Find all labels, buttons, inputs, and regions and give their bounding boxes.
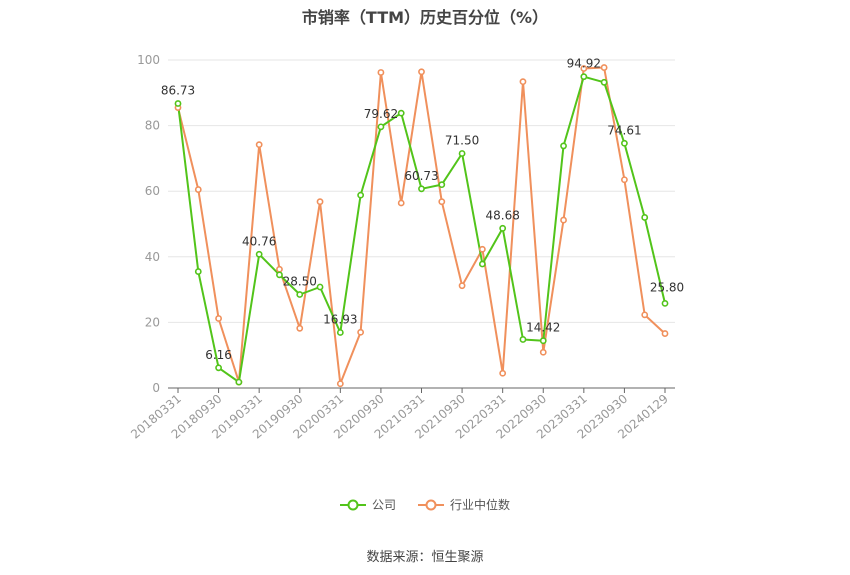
data-label: 60.73 — [404, 169, 438, 183]
company-data-point — [539, 337, 547, 345]
industry-median-data-point — [276, 265, 283, 273]
company-data-point — [397, 109, 405, 117]
data-label: 79.62 — [364, 107, 398, 121]
legend-label: 行业中位数 — [450, 498, 511, 512]
industry-median-data-point — [194, 186, 202, 193]
company-data-point — [418, 185, 425, 193]
industry-median-data-point — [458, 282, 466, 290]
y-tick-label: 100 — [137, 53, 160, 67]
data-label: 16.93 — [323, 312, 357, 326]
data-label: 94.92 — [567, 57, 601, 71]
y-tick-label: 20 — [145, 315, 160, 329]
data-label: 25.80 — [650, 280, 684, 294]
industry-median-data-point — [397, 199, 405, 207]
industry-median-data-point — [580, 65, 588, 72]
company-data-point — [560, 142, 567, 150]
company-data-point — [641, 214, 649, 221]
industry-median-data-point — [641, 311, 649, 319]
company-data-point — [174, 100, 182, 107]
industry-median-data-point — [478, 245, 486, 253]
legend-swatch-icon — [418, 499, 444, 510]
data-label: 14.42 — [526, 321, 560, 335]
company-data-point — [276, 271, 283, 279]
company-data-point — [499, 224, 507, 232]
y-tick-label: 40 — [145, 250, 160, 264]
company-data-point — [621, 139, 628, 147]
company-data-point — [377, 123, 385, 131]
company-data-point — [600, 78, 608, 86]
y-tick-label: 0 — [152, 381, 160, 395]
company-data-point — [336, 329, 344, 336]
industry-median-data-point — [499, 369, 507, 377]
data-label: 40.76 — [242, 234, 276, 248]
industry-median-data-point — [661, 330, 669, 337]
company-data-point — [296, 291, 304, 298]
industry-median-data-point — [560, 216, 567, 224]
y-tick-label: 60 — [145, 184, 160, 198]
legend-label: 公司 — [371, 498, 396, 512]
industry-median-data-point — [296, 324, 304, 332]
company-data-point — [661, 299, 669, 307]
industry-median-data-point — [438, 198, 446, 206]
company-data-point — [194, 268, 202, 275]
data-label: 48.68 — [485, 208, 519, 222]
data-label: 86.73 — [161, 84, 195, 98]
company-data-point — [478, 260, 486, 268]
legend-item-company[interactable]: 公司 — [339, 496, 396, 513]
industry-median-data-point — [418, 68, 425, 76]
company-data-point — [357, 191, 365, 199]
industry-median-data-point — [539, 348, 547, 356]
company-data-point — [316, 283, 324, 291]
industry-median-data-point — [255, 141, 263, 149]
company-data-point — [580, 73, 588, 81]
industry-median-data-point — [215, 315, 222, 322]
company-data-point — [235, 378, 243, 386]
industry-median-data-point — [336, 380, 344, 388]
industry-median-data-point — [377, 69, 385, 76]
company-data-point — [255, 250, 263, 258]
industry-median-series-line — [177, 66, 666, 385]
industry-median-data-point — [621, 176, 628, 184]
legend-item-industry-median[interactable]: 行业中位数 — [418, 496, 510, 513]
data-label: 71.50 — [445, 133, 479, 147]
legend: 公司 行业中位数 — [0, 496, 850, 513]
industry-median-data-point — [519, 78, 527, 86]
chart-title: 市销率（TTM）历史百分位（%） — [301, 8, 549, 27]
y-tick-label: 80 — [145, 119, 160, 133]
industry-median-data-point — [316, 198, 324, 206]
company-data-point — [458, 150, 466, 157]
company-data-point — [215, 364, 222, 372]
data-label: 74.61 — [607, 123, 641, 137]
company-data-point — [519, 336, 527, 343]
legend-swatch-icon — [339, 499, 366, 510]
company-data-point — [438, 181, 446, 189]
data-label: 6.16 — [205, 348, 232, 362]
source-note: 数据来源：恒生聚源 — [366, 550, 484, 565]
data-label: 28.50 — [283, 275, 317, 289]
industry-median-data-point — [600, 64, 608, 71]
industry-median-data-point — [357, 328, 365, 336]
